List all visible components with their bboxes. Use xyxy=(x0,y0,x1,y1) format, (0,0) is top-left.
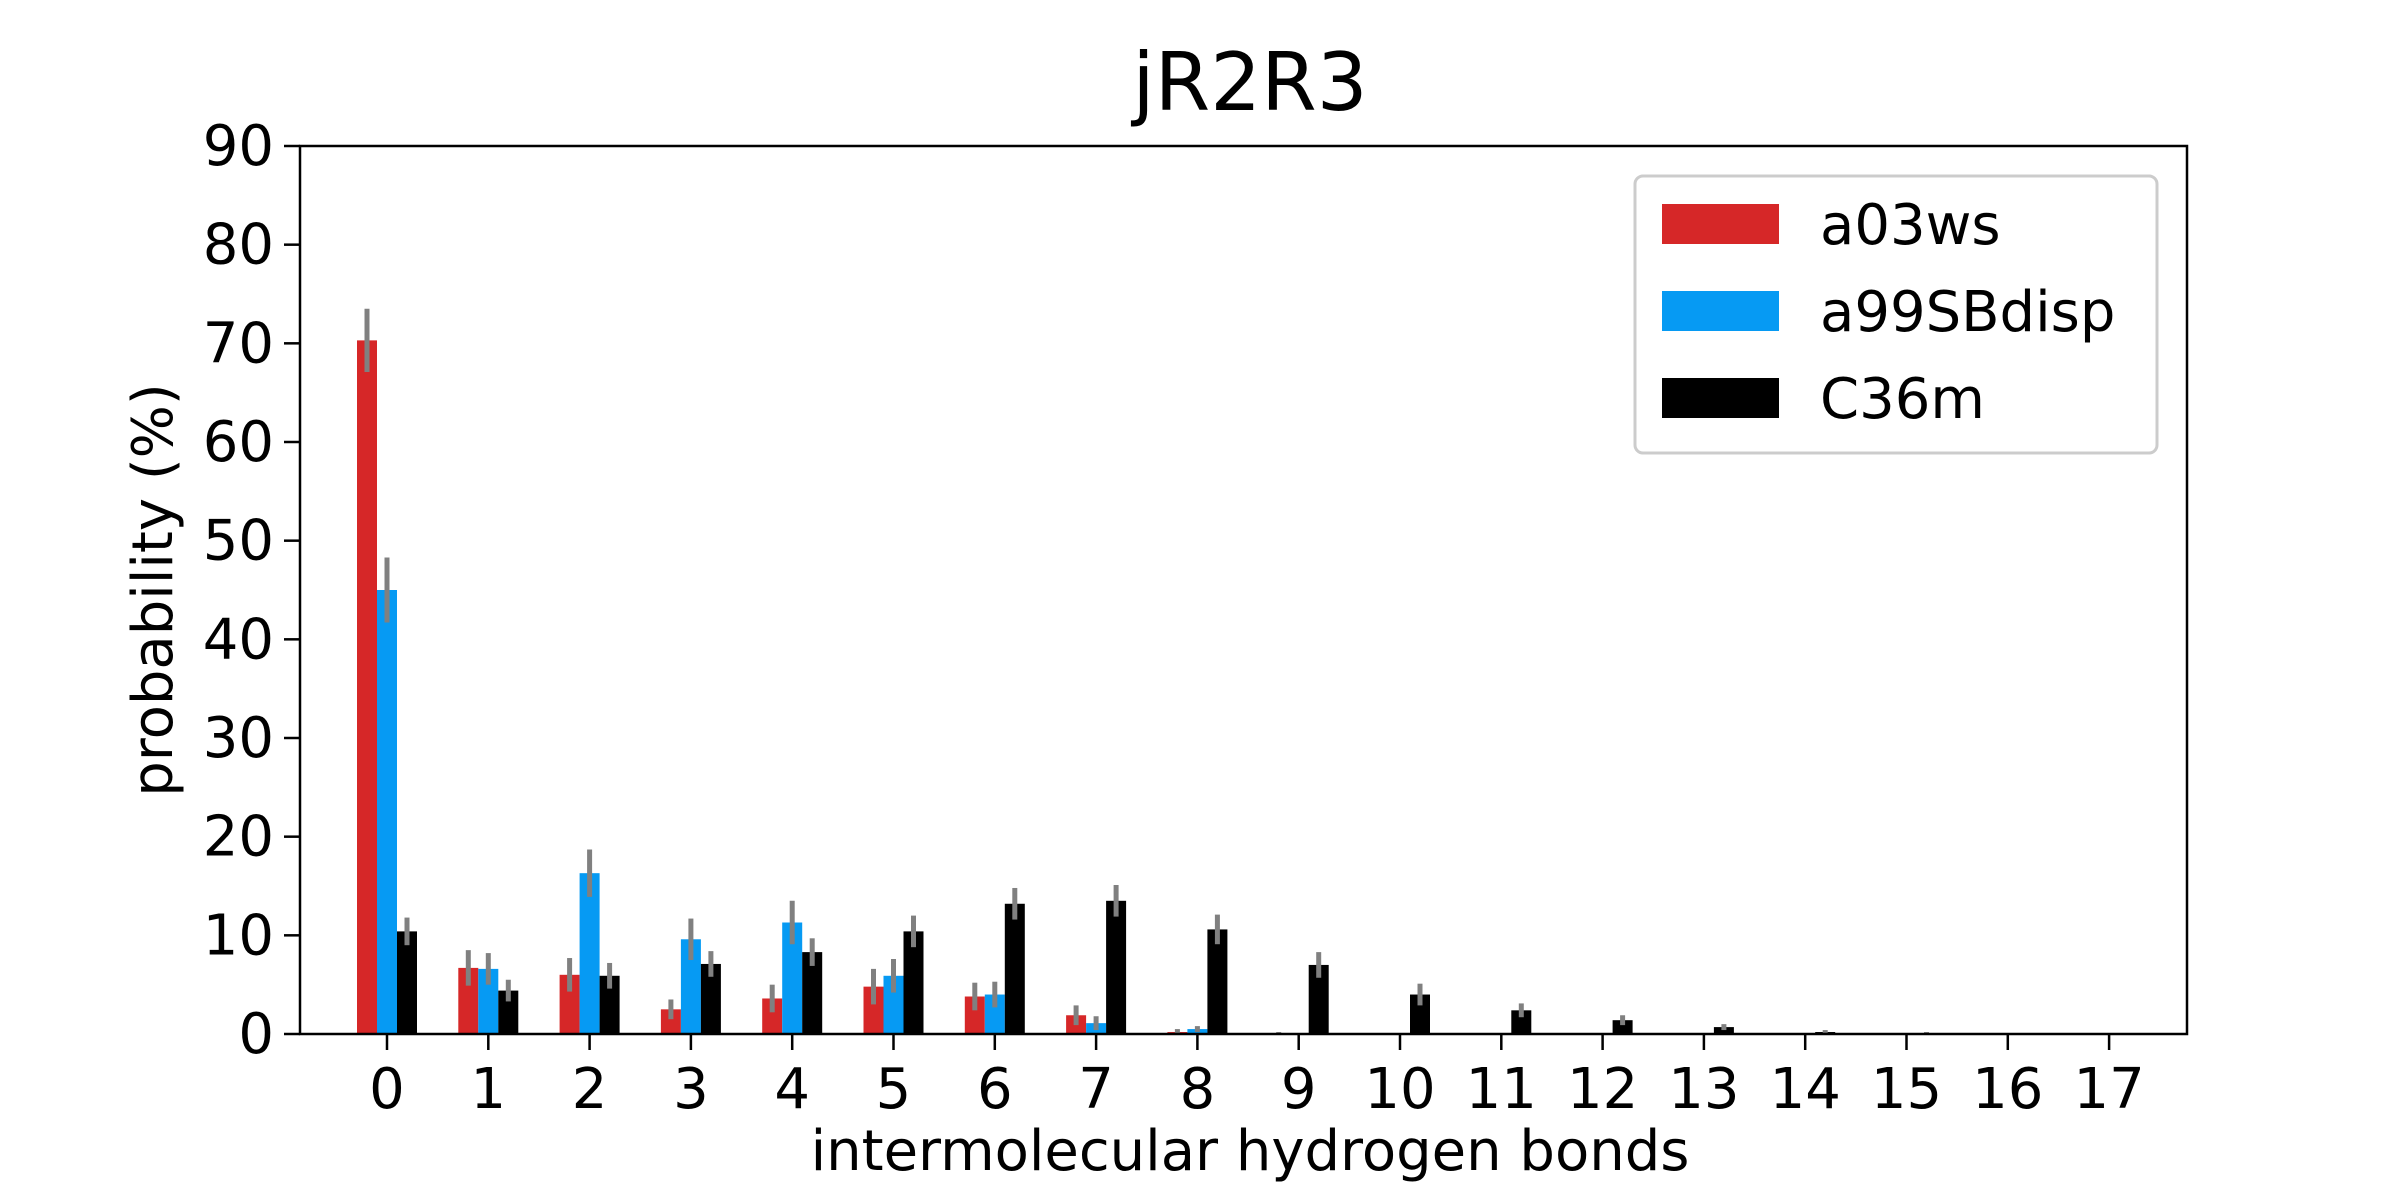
legend-label: a03ws xyxy=(1820,193,2001,258)
x-tick-label: 12 xyxy=(1567,1057,1638,1122)
x-tick-label: 10 xyxy=(1364,1057,1435,1122)
x-tick-label: 0 xyxy=(369,1057,405,1122)
x-tick-label: 13 xyxy=(1668,1057,1739,1122)
x-tick-label: 5 xyxy=(876,1057,912,1122)
bar xyxy=(863,986,884,1034)
y-tick-label: 40 xyxy=(203,607,274,672)
x-tick-label: 4 xyxy=(774,1057,810,1122)
error-bars-layer xyxy=(364,308,2031,1034)
bar xyxy=(660,1009,681,1034)
bar xyxy=(680,939,701,1034)
bar xyxy=(1106,900,1127,1034)
bar xyxy=(1308,964,1329,1034)
x-tick-label: 3 xyxy=(673,1057,709,1122)
bar xyxy=(1410,994,1430,1034)
x-tick-label: 17 xyxy=(2073,1057,2144,1122)
y-tick-label: 60 xyxy=(203,410,274,475)
bar xyxy=(377,590,397,1034)
y-tick-label: 20 xyxy=(203,805,274,870)
chart-title: jR2R3 xyxy=(1130,36,1367,129)
bar xyxy=(1207,929,1228,1034)
bar xyxy=(762,998,783,1034)
bar xyxy=(599,975,620,1034)
legend-label: a99SBdisp xyxy=(1820,280,2115,345)
bar xyxy=(903,931,924,1034)
bar xyxy=(782,922,803,1034)
x-tick-label: 8 xyxy=(1180,1057,1216,1122)
legend-swatch xyxy=(1662,378,1779,418)
y-tick-label: 70 xyxy=(203,311,274,376)
bar xyxy=(984,994,1005,1034)
legend-swatch xyxy=(1662,204,1779,244)
bar xyxy=(964,996,985,1034)
bar xyxy=(883,975,904,1034)
x-tick-label: 9 xyxy=(1281,1057,1317,1122)
bar xyxy=(1713,1027,1734,1034)
y-axis-label: probability (%) xyxy=(121,383,186,797)
bar xyxy=(397,931,417,1034)
bar xyxy=(357,340,377,1035)
bar xyxy=(1612,1020,1633,1034)
plot-frame xyxy=(298,144,2189,1036)
y-tick-label: 50 xyxy=(203,509,274,574)
bar xyxy=(478,968,499,1034)
bar xyxy=(700,963,721,1034)
bar xyxy=(1511,1010,1532,1034)
bar xyxy=(579,873,600,1034)
bar xyxy=(559,974,580,1034)
bar xyxy=(802,952,823,1034)
x-tick-label: 15 xyxy=(1871,1057,1942,1122)
x-axis-label: intermolecular hydrogen bonds xyxy=(811,1119,1690,1184)
x-tick-label: 14 xyxy=(1770,1057,1841,1122)
legend: a03ws a99SBdisp C36m xyxy=(1633,174,2159,455)
y-tick-label: 80 xyxy=(203,213,274,278)
y-tick-label: 0 xyxy=(238,1002,274,1067)
y-axis: 0 10 20 30 40 50 60 70 80 90 xyxy=(203,114,300,1067)
legend-swatch xyxy=(1662,291,1779,331)
x-tick-label: 7 xyxy=(1078,1057,1114,1122)
bar xyxy=(498,990,519,1034)
y-tick-label: 30 xyxy=(203,706,274,771)
bars-layer xyxy=(357,340,2038,1035)
y-tick-label: 10 xyxy=(203,903,274,968)
x-tick-label: 2 xyxy=(572,1057,608,1122)
y-tick-label: 90 xyxy=(203,114,274,179)
x-axis: 0 1 2 3 4 5 6 7 8 9 10 11 12 13 14 15 16 17 xyxy=(369,1034,2145,1122)
x-tick-label: 16 xyxy=(1972,1057,2043,1122)
x-tick-label: 11 xyxy=(1466,1057,1537,1122)
bar xyxy=(458,967,479,1034)
legend-label: C36m xyxy=(1820,367,1985,432)
bar xyxy=(1004,903,1025,1034)
x-tick-label: 6 xyxy=(977,1057,1013,1122)
x-tick-label: 1 xyxy=(470,1057,506,1122)
